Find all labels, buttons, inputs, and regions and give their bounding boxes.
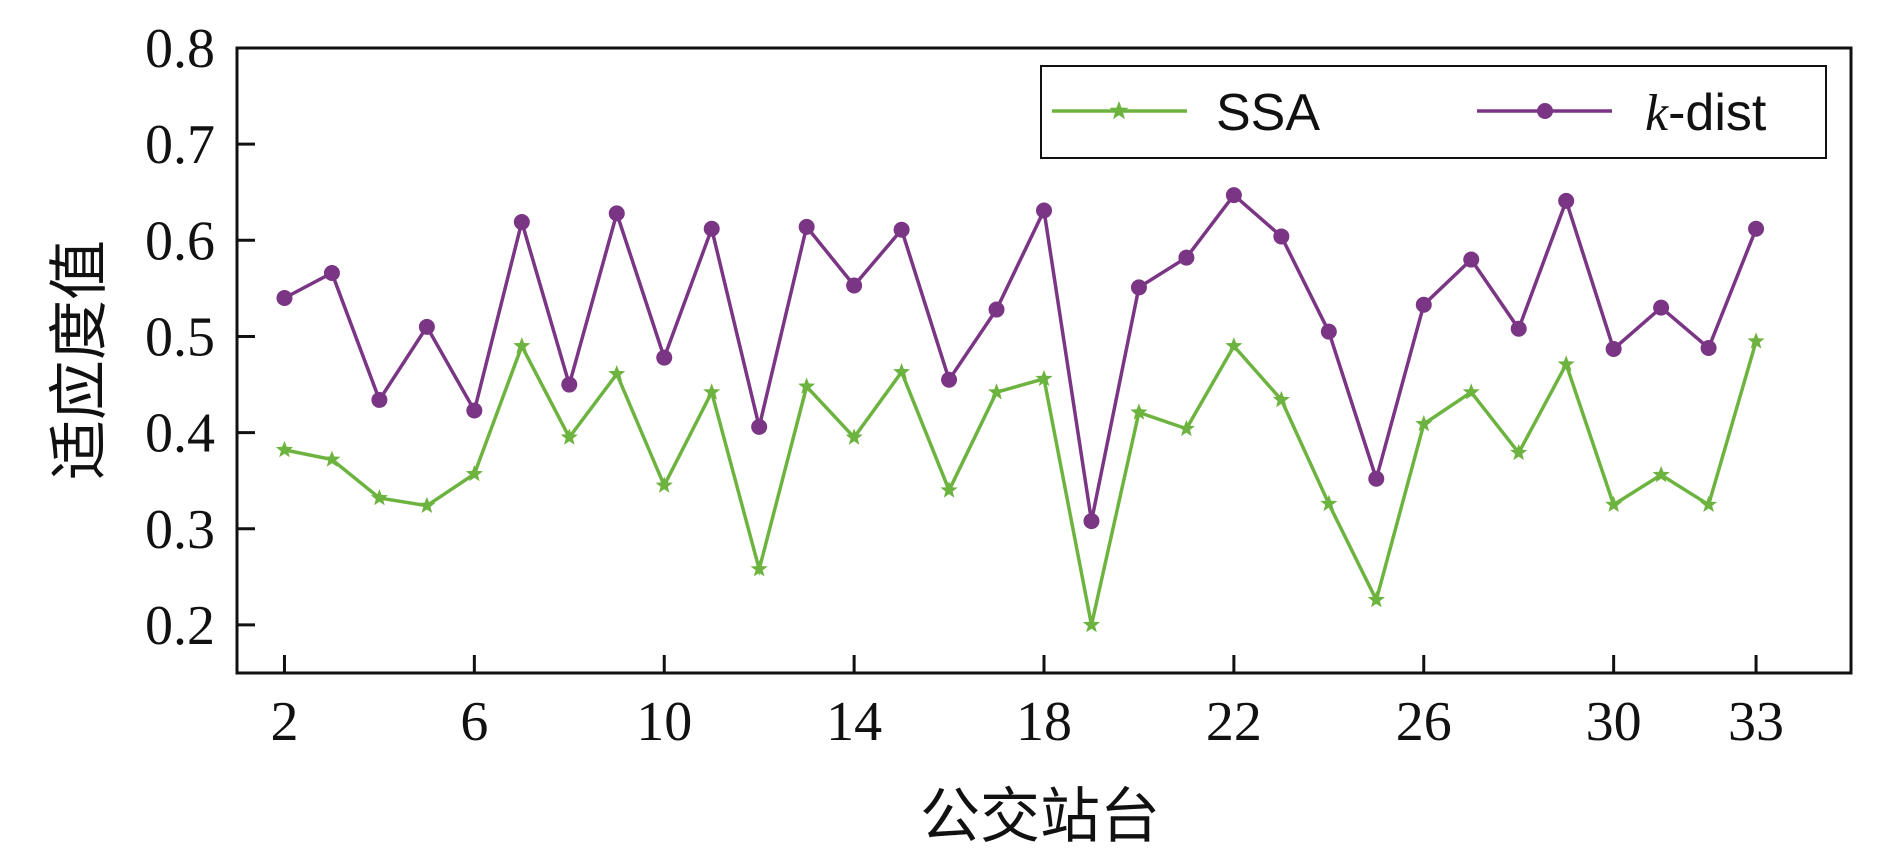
data-point-ssa	[323, 450, 341, 467]
data-point-k-dist	[1083, 513, 1100, 530]
data-point-ssa	[465, 465, 483, 482]
series-layer	[275, 187, 1765, 633]
data-point-ssa	[560, 428, 578, 445]
data-point-k-dist	[703, 220, 720, 237]
series-k-dist	[276, 187, 1765, 530]
legend: SSA k-dist	[1040, 65, 1827, 159]
data-point-ssa	[1177, 419, 1195, 437]
data-point-k-dist	[323, 265, 340, 281]
data-point-k-dist	[893, 221, 910, 238]
data-point-ssa	[1415, 415, 1433, 432]
data-point-k-dist	[418, 318, 435, 335]
data-point-k-dist	[941, 371, 958, 388]
data-point-ssa	[1747, 332, 1765, 349]
data-point-k-dist	[1415, 296, 1432, 313]
y-tick-label: 0.3	[145, 499, 215, 561]
data-point-ssa	[1605, 495, 1623, 512]
data-point-ssa	[1462, 383, 1480, 400]
series-line-ssa	[284, 340, 1758, 626]
data-point-ssa	[1130, 403, 1148, 420]
data-point-ssa	[655, 476, 673, 493]
y-tick-label: 0.4	[145, 403, 215, 465]
x-tick-label: 22	[1206, 691, 1262, 753]
data-point-ssa	[370, 489, 388, 506]
data-point-k-dist	[1130, 279, 1147, 296]
x-axis: 2 6 10 14 18 22 26 30 33	[270, 655, 1784, 753]
data-point-ssa	[1272, 390, 1290, 408]
data-point-ssa	[513, 337, 531, 354]
x-tick-label: 6	[460, 691, 488, 753]
data-point-ssa	[418, 496, 436, 513]
data-point-k-dist	[371, 391, 388, 408]
data-point-ssa	[1035, 369, 1053, 387]
data-point-k-dist	[1273, 228, 1290, 245]
data-point-k-dist	[1463, 251, 1480, 268]
data-point-ssa	[750, 560, 768, 577]
data-point-k-dist	[1510, 320, 1527, 337]
data-point-k-dist	[608, 205, 625, 222]
data-point-k-dist	[1320, 323, 1337, 340]
legend-label-kdist: k-dist	[1645, 84, 1767, 142]
data-point-ssa	[893, 363, 911, 380]
data-point-ssa	[798, 377, 816, 394]
series-line-k-dist	[283, 192, 1758, 522]
y-tick-label: 0.8	[145, 18, 215, 80]
data-point-k-dist	[466, 402, 483, 419]
data-point-k-dist	[513, 214, 530, 231]
y-axis-label: 适应度值	[45, 240, 115, 480]
data-point-ssa	[1652, 465, 1670, 483]
circle-marker-icon	[1537, 103, 1553, 119]
x-tick-label: 18	[1016, 691, 1072, 753]
data-point-k-dist	[561, 376, 578, 393]
data-point-ssa	[1510, 443, 1528, 461]
data-point-k-dist	[1653, 299, 1670, 316]
data-point-ssa	[1082, 615, 1100, 633]
data-point-ssa	[845, 428, 863, 445]
x-tick-label: 30	[1586, 691, 1642, 753]
data-point-k-dist	[751, 418, 768, 435]
x-tick-label: 33	[1728, 691, 1784, 753]
data-point-k-dist	[988, 301, 1005, 318]
data-point-k-dist	[1558, 192, 1575, 209]
data-point-k-dist	[846, 277, 863, 294]
data-point-k-dist	[798, 218, 815, 235]
data-point-k-dist	[1225, 187, 1242, 204]
y-tick-label: 0.2	[145, 595, 215, 657]
legend-item-kdist: k-dist	[1477, 84, 1767, 142]
data-point-ssa	[940, 481, 958, 498]
data-point-ssa	[608, 365, 626, 382]
y-tick-label: 0.5	[145, 306, 215, 368]
star-marker-icon	[1109, 101, 1129, 120]
data-point-k-dist	[1605, 340, 1622, 357]
x-tick-label: 2	[270, 691, 298, 753]
legend-label-kdist-italic: k	[1645, 85, 1669, 142]
data-point-k-dist	[1748, 220, 1765, 237]
data-point-k-dist	[276, 290, 293, 306]
y-tick-label: 0.7	[145, 114, 215, 176]
data-point-k-dist	[656, 349, 673, 366]
y-tick-label: 0.6	[145, 210, 215, 272]
x-tick-label: 26	[1396, 691, 1452, 753]
data-point-ssa	[275, 440, 293, 458]
data-point-k-dist	[1178, 249, 1195, 266]
data-point-ssa	[1367, 590, 1385, 608]
series-ssa	[275, 332, 1765, 633]
x-tick-label: 14	[826, 691, 882, 753]
legend-item-ssa: SSA	[1052, 84, 1320, 142]
legend-label-kdist-rest: -dist	[1668, 84, 1767, 142]
data-point-ssa	[1700, 495, 1718, 512]
data-point-k-dist	[1368, 470, 1385, 487]
legend-label-ssa: SSA	[1216, 84, 1320, 142]
x-axis-label: 公交站台	[920, 782, 1160, 852]
x-tick-label: 10	[636, 691, 692, 753]
y-axis: 0.2 0.3 0.4 0.5 0.6 0.7 0.8	[145, 18, 255, 657]
data-point-ssa	[1320, 494, 1338, 512]
data-point-ssa	[988, 383, 1006, 400]
data-point-ssa	[703, 383, 721, 400]
data-point-ssa	[1557, 355, 1575, 372]
data-point-ssa	[1225, 337, 1243, 354]
data-point-k-dist	[1700, 340, 1717, 356]
data-point-k-dist	[1036, 202, 1052, 219]
